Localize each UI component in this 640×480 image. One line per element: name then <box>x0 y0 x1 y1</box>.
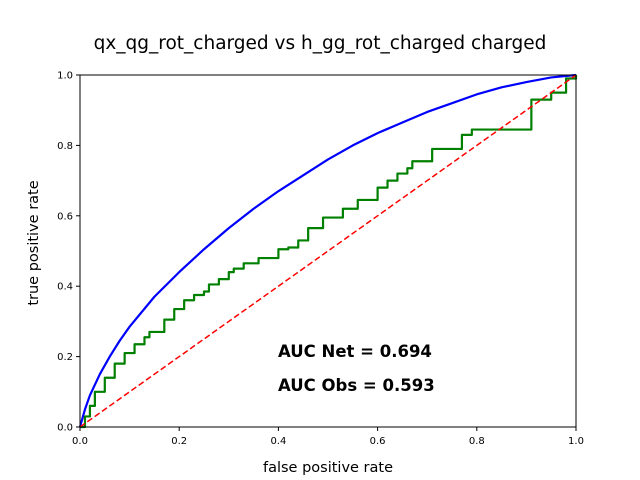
y-tick-label: 0.4 <box>57 282 73 293</box>
obs-roc-curve <box>80 75 578 429</box>
x-tick-label: 0.2 <box>171 436 187 447</box>
x-tick-label: 0.8 <box>469 436 485 447</box>
x-tick-label: 0.0 <box>72 436 88 447</box>
random-baseline <box>79 74 577 428</box>
auc-obs-annotation: AUC Obs = 0.593 <box>278 376 435 395</box>
x-tick-label: 0.4 <box>270 436 286 447</box>
net-roc-curve <box>78 73 577 428</box>
y-tick-label: 0.6 <box>57 211 73 222</box>
auc-net-annotation: AUC Net = 0.694 <box>278 342 432 361</box>
y-tick-label: 0.2 <box>57 352 73 363</box>
y-axis-label: true positive rate <box>26 180 42 305</box>
x-tick-label: 1.0 <box>568 436 584 447</box>
y-tick-label: 0.8 <box>57 141 73 152</box>
x-tick-label: 0.6 <box>370 436 386 447</box>
x-axis-label: false positive rate <box>263 460 393 476</box>
x-axis-ticks: 0.0 0.2 0.4 0.6 0.8 1.0 <box>72 427 584 447</box>
y-tick-label: 0.0 <box>57 423 73 434</box>
plot-frame <box>79 74 577 428</box>
chart-title: qx_qg_rot_charged vs h_gg_rot_charged ch… <box>94 33 547 54</box>
series-layer <box>78 73 578 429</box>
y-tick-label: 1.0 <box>57 71 73 82</box>
y-axis-ticks: 0.0 0.2 0.4 0.6 0.8 1.0 <box>57 71 80 434</box>
plot-area <box>78 73 578 429</box>
